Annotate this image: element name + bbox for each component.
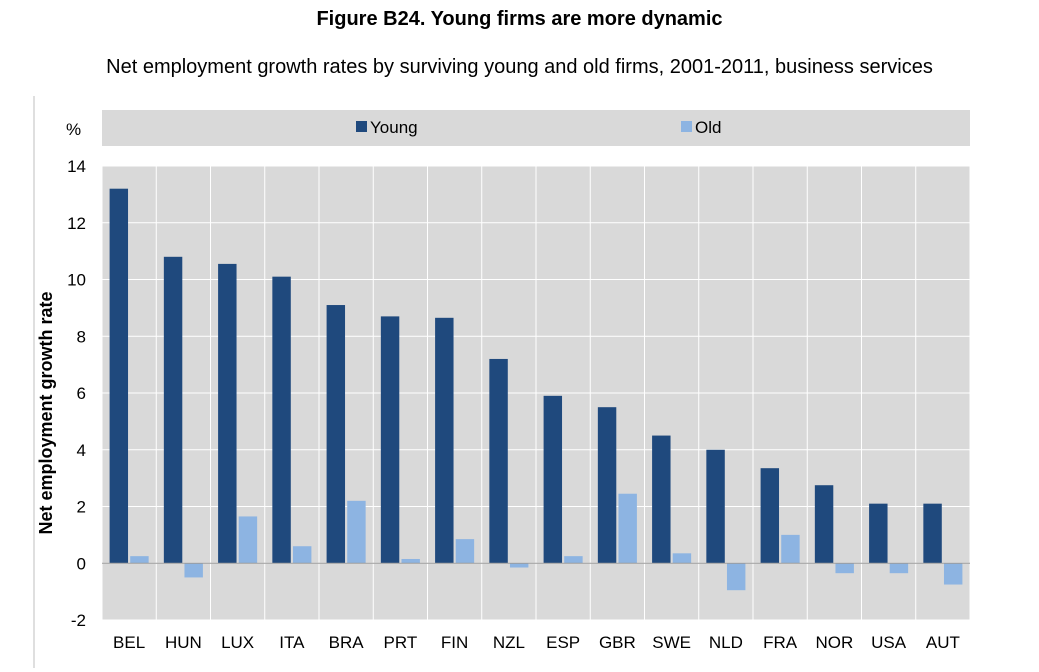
bar-old xyxy=(564,556,583,564)
bar-young xyxy=(760,468,780,564)
y-tick-label: 12 xyxy=(67,214,86,233)
bar-young xyxy=(923,503,942,564)
bar-young xyxy=(109,188,129,564)
x-tick-label: ESP xyxy=(546,633,580,652)
x-tick-label: AUT xyxy=(926,633,960,652)
bar-old xyxy=(672,553,692,564)
bar-old xyxy=(835,563,854,574)
y-tick-label: 4 xyxy=(77,441,86,460)
y-tick-label: 14 xyxy=(67,157,86,176)
bar-young xyxy=(435,317,454,564)
bar-young xyxy=(218,263,237,564)
x-tick-label: USA xyxy=(871,633,907,652)
x-tick-label: HUN xyxy=(165,633,202,652)
bar-old xyxy=(509,563,529,568)
bar-young xyxy=(543,395,563,564)
chart-title: Figure B24. Young firms are more dynamic xyxy=(316,8,723,30)
bar-young xyxy=(272,276,291,564)
bar-old xyxy=(943,563,963,585)
bar-young xyxy=(380,316,400,564)
chart-subtitle: Net employment growth rates by surviving… xyxy=(106,56,933,78)
x-tick-label: PRT xyxy=(384,633,418,652)
bar-old xyxy=(618,493,637,564)
y-unit-label: % xyxy=(66,120,81,139)
y-tick-label: 10 xyxy=(67,271,86,290)
y-tick-label: -2 xyxy=(71,611,86,630)
x-tick-label: NLD xyxy=(709,633,743,652)
y-tick-label: 8 xyxy=(77,327,86,346)
bar-old xyxy=(455,539,475,564)
bar-young xyxy=(869,503,888,564)
x-tick-label: BRA xyxy=(329,633,365,652)
bar-young xyxy=(814,485,834,564)
bars xyxy=(102,188,970,591)
x-tick-label: BEL xyxy=(113,633,145,652)
bar-old xyxy=(184,563,203,578)
x-tick-label: LUX xyxy=(221,633,254,652)
bar-young xyxy=(706,449,725,564)
bar-old xyxy=(781,534,800,564)
bar-young xyxy=(163,256,183,564)
x-axis-ticks: BEL HUN LUX ITA BRA PRT FIN NZL ESP GBR SWE NLD FRA N… xyxy=(113,633,960,652)
y-tick-label: 2 xyxy=(77,498,86,517)
x-tick-label: FIN xyxy=(441,633,468,652)
y-axis-ticks: -2 0 2 4 6 8 10 12 14 xyxy=(67,157,86,630)
y-axis-label: Net employment growth rate xyxy=(36,291,56,534)
bar-old xyxy=(347,500,366,564)
bar-old xyxy=(292,546,312,564)
bar-old xyxy=(238,516,258,564)
legend-label-old: Old xyxy=(695,118,721,137)
y-tick-label: 6 xyxy=(77,384,86,403)
bar-old xyxy=(401,558,420,564)
bar-young xyxy=(652,435,671,564)
bar-old xyxy=(130,556,149,564)
x-tick-label: ITA xyxy=(279,633,305,652)
bar-young xyxy=(326,305,346,564)
x-tick-label: NZL xyxy=(493,633,525,652)
x-tick-label: FRA xyxy=(763,633,798,652)
legend-swatch-old xyxy=(681,121,692,132)
x-tick-label: NOR xyxy=(815,633,853,652)
legend-swatch-young xyxy=(356,121,367,132)
x-tick-label: GBR xyxy=(599,633,636,652)
bar-young xyxy=(597,407,617,564)
bar-old xyxy=(726,563,746,591)
legend-label-young: Young xyxy=(370,118,418,137)
legend-box xyxy=(102,110,970,146)
y-tick-label: 0 xyxy=(77,554,86,573)
x-tick-label: SWE xyxy=(652,633,691,652)
bar-young xyxy=(489,358,508,564)
bar-old xyxy=(889,563,909,574)
